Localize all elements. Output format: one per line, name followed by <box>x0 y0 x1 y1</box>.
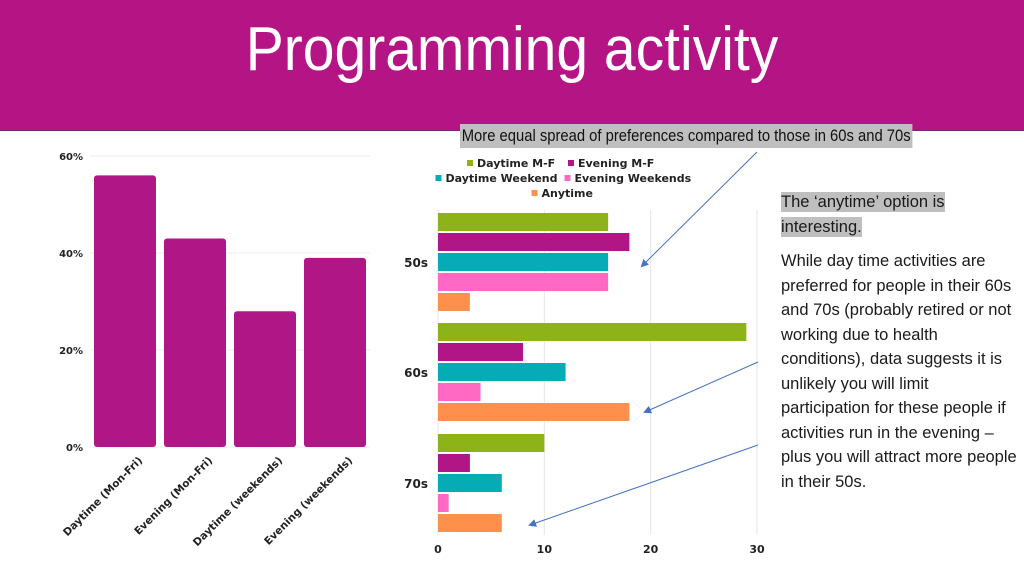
x-tick-label: 10 <box>537 543 553 556</box>
y-category-label: 60s <box>404 366 428 380</box>
y-tick-label: 0% <box>66 443 83 454</box>
bar-50s-evening-m-f <box>438 233 630 251</box>
bar-70s-evening-m-f <box>438 454 470 472</box>
bar-50s-daytime-m-f <box>438 213 609 231</box>
age-group-preference-bar-chart: Daytime M-F Evening M-F Daytime Weekend Eve… <box>404 157 765 556</box>
legend-label: Anytime <box>542 187 593 200</box>
bar-70s-daytime-weekend <box>438 474 502 492</box>
bar-50s-anytime <box>438 293 470 311</box>
callout-equal-spread: More equal spread of preferences compare… <box>460 124 913 148</box>
bar-60s-evening-weekends <box>438 383 481 401</box>
y-tick-label: 60% <box>59 152 83 163</box>
legend-swatch <box>564 175 571 181</box>
bar-70s-anytime <box>438 514 502 532</box>
legend-label: Evening Weekends <box>575 172 692 185</box>
bar-50s-daytime-weekend <box>438 253 609 271</box>
anytime-highlight-line-1: The ‘anytime’ option is <box>781 192 945 212</box>
legend-label: Daytime M-F <box>477 157 555 170</box>
side-commentary: The ‘anytime’ option is interesting. Whi… <box>781 190 1021 494</box>
bar-60s-anytime <box>438 403 630 421</box>
overall-preference-bar-chart: 0% 20% 40% 60% Daytime (Mon-Fri)Evening (Mon… <box>59 152 370 549</box>
anytime-highlight-line-2: interesting. <box>781 216 862 237</box>
bar-70s-evening-weekends <box>438 494 449 512</box>
side-body-paragraph: While day time activities are preferred … <box>781 252 1017 491</box>
y-category-label: 70s <box>404 477 428 491</box>
bar-evening-mon-fri <box>164 238 226 447</box>
legend-swatch <box>568 160 574 166</box>
y-category-label: 50s <box>404 256 428 270</box>
bar-60s-daytime-weekend <box>438 363 566 381</box>
y-tick-label: 20% <box>59 346 83 357</box>
title-banner: Programming activity <box>0 0 1024 131</box>
bar-60s-evening-m-f <box>438 343 524 361</box>
anytime-highlight: The ‘anytime’ option is interesting. <box>781 190 1021 239</box>
legend-swatch <box>531 190 538 196</box>
x-tick-label: Daytime (Mon-Fri) <box>61 455 145 539</box>
legend-label: Daytime Weekend <box>446 172 558 185</box>
y-tick-label: 40% <box>59 249 83 260</box>
slide-title: Programming activity <box>245 15 779 84</box>
legend-swatch <box>467 160 473 166</box>
legend-swatch <box>435 175 442 181</box>
x-tick-label: 30 <box>749 543 765 556</box>
x-tick-label: 20 <box>643 543 659 556</box>
bar-daytime-mon-fri <box>94 175 156 447</box>
legend-label: Evening M-F <box>578 157 654 170</box>
bar-daytime-weekends <box>234 311 296 447</box>
bar-50s-evening-weekends <box>438 273 609 291</box>
bar-60s-daytime-m-f <box>438 323 747 341</box>
bar-70s-daytime-m-f <box>438 434 545 452</box>
x-tick-label: 0 <box>434 543 442 556</box>
bar-evening-weekends <box>304 257 366 447</box>
x-tick-label: Evening (Mon-Fri) <box>132 455 215 538</box>
